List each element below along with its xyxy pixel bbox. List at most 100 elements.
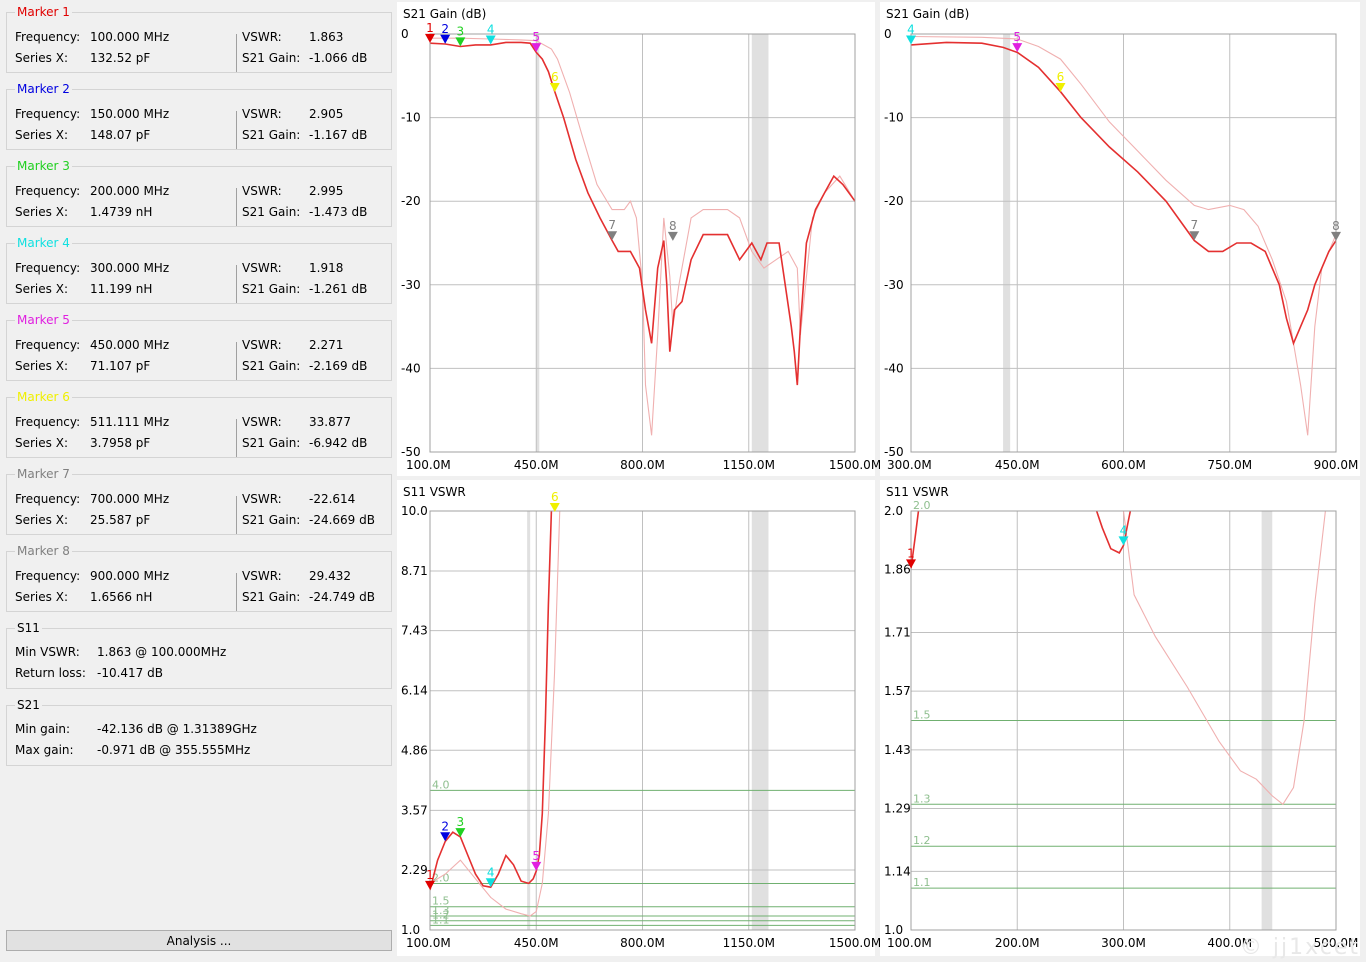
y-tick-label: -10	[401, 111, 421, 125]
marker-title: Marker 5	[15, 313, 72, 327]
frequency-label: Frequency:	[15, 107, 81, 121]
x-tick-label: 200.0M	[995, 936, 1040, 950]
highlight-band	[1003, 34, 1011, 452]
y-tick-label: 4.86	[401, 743, 428, 757]
marker-group: Marker 1 Frequency: 100.000 MHz Series X: 13…	[6, 6, 392, 73]
marker-label: 8	[1332, 219, 1340, 233]
y-tick-label: -30	[884, 278, 904, 292]
marker-info-panel: Marker 1 Frequency: 100.000 MHz Series X: 13…	[0, 0, 397, 962]
marker-title: Marker 1	[15, 5, 72, 19]
s21-gain-label: S21 Gain:	[242, 590, 301, 604]
plot-frame	[910, 510, 1337, 931]
marker-triangle	[485, 35, 496, 45]
column-divider	[236, 34, 237, 72]
highlight-band	[527, 511, 531, 930]
vswr-value: 2.995	[309, 184, 344, 198]
y-tick-label: 8.71	[401, 564, 428, 578]
vswr-guide-label: 1.5	[432, 895, 450, 908]
vswr-label: VSWR:	[242, 415, 282, 429]
frequency-label: Frequency:	[15, 492, 81, 506]
x-tick-label: 800.0M	[620, 458, 665, 472]
vswr-guide-label: 1.2	[432, 909, 450, 922]
series-x-value: 1.6566 nH	[90, 590, 153, 604]
x-tick-label: 450.0M	[995, 458, 1040, 472]
s11-vswr-chart-wide: S11 VSWR 100.0M 450.0M 800.0M 1150.0M 1500.0…	[397, 480, 881, 956]
x-tick-label: 500.0M	[1314, 936, 1359, 950]
s11-vswr-chart-zoom: S11 VSWR 100.0M 200.0M 300.0M 400.0M 500.0M 2…	[880, 480, 1360, 956]
y-tick-label: 10.0	[401, 504, 428, 518]
frequency-value: 200.000 MHz	[90, 184, 170, 198]
x-tick-label: 600.0M	[1101, 458, 1146, 472]
marker-label: 8	[669, 219, 677, 233]
series-x-label: Series X:	[15, 436, 68, 450]
summary-value: -0.971 dB @ 355.555MHz	[97, 743, 251, 757]
y-tick-label: 1.43	[884, 743, 911, 757]
s21-gain-value: -6.942 dB	[309, 436, 368, 450]
reference-trace	[1122, 511, 1326, 806]
marker-label: 4	[907, 23, 915, 37]
vswr-label: VSWR:	[242, 30, 282, 44]
analysis-button[interactable]: Analysis ...	[6, 930, 392, 951]
x-tick-label: 450.0M	[514, 458, 559, 472]
marker-triangle	[1012, 43, 1023, 53]
summary-label: Max gain:	[15, 743, 74, 757]
marker-title: Marker 7	[15, 467, 72, 481]
marker-triangle	[455, 37, 466, 47]
vswr-label: VSWR:	[242, 261, 282, 275]
vswr-value: 2.905	[309, 107, 344, 121]
marker-label: 5	[532, 849, 540, 863]
series-x-label: Series X:	[15, 513, 68, 527]
series-x-value: 1.4739 nH	[90, 205, 153, 219]
watermark: © jj1xcet	[1239, 935, 1360, 960]
s21-gain-value: -1.167 dB	[309, 128, 368, 142]
measured-trace	[911, 41, 1336, 346]
frequency-label: Frequency:	[15, 569, 81, 583]
marker-triangle	[440, 34, 451, 44]
marker-triangle	[906, 35, 916, 45]
vswr-value: 2.271	[309, 338, 344, 352]
vswr-guide-label: 1.3	[913, 792, 931, 805]
x-tick-label: 1150.0M	[723, 458, 775, 472]
summary-value: 1.863 @ 100.000MHz	[97, 645, 227, 659]
vswr-guide-label: 1.5	[913, 709, 931, 722]
y-tick-label: 2.29	[401, 863, 428, 877]
y-tick-label: -40	[884, 361, 904, 375]
marker-label: 4	[1120, 523, 1128, 537]
y-tick-label: 1.86	[884, 563, 911, 577]
marker-group: Marker 3 Frequency: 200.000 MHz Series X: 1.…	[6, 160, 392, 227]
x-tick-label: 450.0M	[514, 936, 559, 950]
s21-gain-label: S21 Gain:	[242, 513, 301, 527]
x-tick-label: 100.0M	[887, 936, 932, 950]
s21-gain-value: -24.749 dB	[309, 590, 375, 604]
x-tick-label: 750.0M	[1207, 458, 1252, 472]
marker-triangle	[549, 503, 560, 512]
column-divider	[236, 188, 237, 226]
vswr-label: VSWR:	[242, 569, 282, 583]
s21-gain-label: S21 Gain:	[242, 359, 301, 373]
x-tick-label: 900.0M	[1314, 458, 1359, 472]
s21-gain-value: -1.261 dB	[309, 282, 368, 296]
chart-title: S21 Gain (dB)	[403, 7, 487, 21]
series-x-value: 3.7958 pF	[90, 436, 151, 450]
chart-plot: 100.0M 450.0M 800.0M 1150.0M 1500.0M 0 -10 -20 -…	[401, 21, 881, 472]
y-tick-label: -40	[401, 361, 421, 375]
marker-label: 7	[1191, 218, 1199, 232]
marker-group: Marker 2 Frequency: 150.000 MHz Series X: 14…	[6, 83, 392, 150]
column-divider	[236, 496, 237, 534]
y-tick-label: -20	[401, 194, 421, 208]
series-x-value: 71.107 pF	[90, 359, 151, 373]
column-divider	[236, 265, 237, 303]
x-tick-label: 300.0M	[1101, 936, 1146, 950]
y-tick-label: 2.0	[884, 504, 903, 518]
y-tick-label: 7.43	[401, 624, 428, 638]
marker-label: 1	[426, 868, 434, 882]
x-tick-label: 300.0M	[887, 458, 932, 472]
vswr-guide-label: 2.0	[913, 499, 931, 512]
measured-trace	[430, 41, 855, 386]
plot-frame	[429, 510, 856, 931]
s21-gain-label: S21 Gain:	[242, 128, 301, 142]
vswr-guide-label: 1.2	[913, 834, 931, 847]
marker-triangle	[531, 861, 542, 871]
vswr-guide-label: 1.3	[432, 904, 450, 917]
summary-label: Return loss:	[15, 666, 86, 680]
